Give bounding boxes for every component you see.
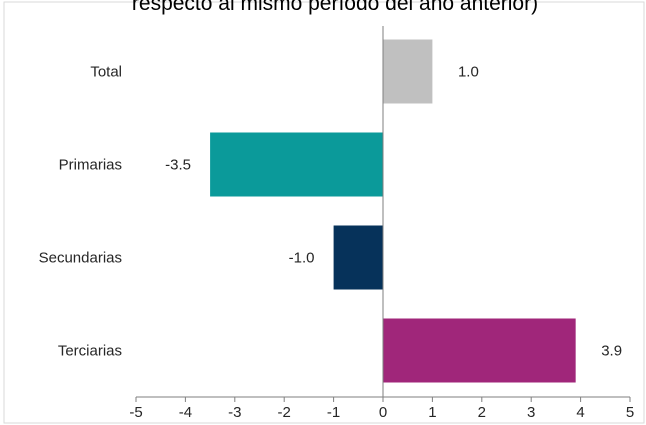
data-label-terciarias: 3.9 xyxy=(601,343,622,360)
data-label-primarias: -3.5 xyxy=(165,157,191,174)
tick-label: 2 xyxy=(478,404,486,421)
chart-title: respecto al mismo período del año anteri… xyxy=(132,0,538,15)
bars-layer xyxy=(210,39,576,383)
category-label-total: Total xyxy=(90,64,122,81)
x-axis: -5 -4 -3 -2 -1 0 1 2 3 4 5 xyxy=(129,26,634,421)
tick-label: -4 xyxy=(179,404,192,421)
tick-label: -1 xyxy=(327,404,340,421)
data-label-secundarias: -1.0 xyxy=(289,250,315,267)
labels-layer: Total 1.0 Primarias -3.5 Secundarias -1.0 Terc… xyxy=(39,64,622,360)
tick-label: -3 xyxy=(228,404,241,421)
category-label-secundarias: Secundarias xyxy=(39,250,122,267)
tick-label: 4 xyxy=(576,404,584,421)
data-label-total: 1.0 xyxy=(458,64,479,81)
tick-label: -2 xyxy=(278,404,291,421)
tick-label: -5 xyxy=(129,404,142,421)
tick-label: 0 xyxy=(379,404,387,421)
tick-label: 5 xyxy=(626,404,634,421)
category-label-primarias: Primarias xyxy=(59,157,122,174)
bar-secundarias xyxy=(333,225,383,290)
tick-label: 3 xyxy=(527,404,535,421)
bar-terciarias xyxy=(383,318,576,383)
bar-total xyxy=(383,39,433,104)
tick-label: 1 xyxy=(428,404,436,421)
category-label-terciarias: Terciarias xyxy=(58,343,122,360)
plot-border xyxy=(3,1,645,424)
bar-primarias xyxy=(210,132,383,197)
